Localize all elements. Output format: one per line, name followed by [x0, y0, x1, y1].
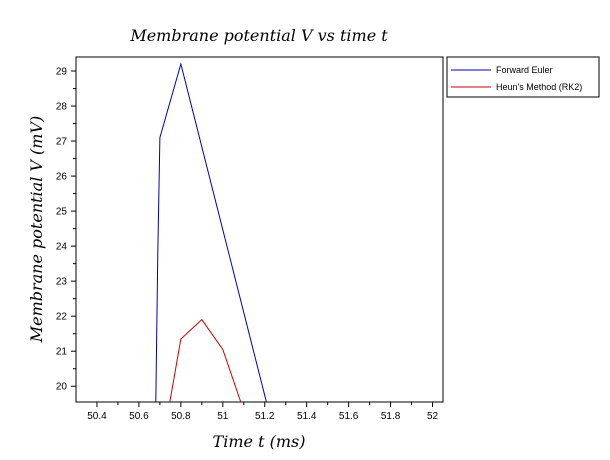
y-tick-label: 28	[56, 102, 68, 113]
x-tick-label: 51.4	[297, 411, 317, 422]
y-tick-label: 20	[56, 382, 68, 393]
y-tick-label: 24	[56, 242, 68, 253]
legend-label-1: Forward Euler	[496, 65, 553, 75]
x-tick-label: 52	[427, 411, 439, 422]
x-tick-label: 51.8	[381, 411, 401, 422]
x-tick-label: 51.2	[255, 411, 275, 422]
x-tick-label: 51.6	[339, 411, 359, 422]
y-tick-label: 23	[56, 277, 68, 288]
y-tick-label: 26	[56, 172, 68, 183]
y-axis: 20 21 22 23 24 25 26 27 28 29	[56, 67, 76, 393]
x-tick-label: 50.6	[129, 411, 149, 422]
chart-title: Membrane potential V vs time t	[129, 26, 388, 45]
y-tick-label: 22	[56, 312, 68, 323]
legend-box	[446, 56, 600, 98]
x-tick-label: 51	[217, 411, 229, 422]
series-line-2	[169, 318, 242, 402]
x-tick-label: 50.8	[171, 411, 191, 422]
series-layer	[155, 62, 267, 402]
y-tick-label: 21	[56, 347, 68, 358]
y-tick-label: 27	[56, 137, 68, 148]
x-axis: 50.4 50.6 50.8 51 51.2 51.4 51.6 51.8 52	[87, 402, 439, 422]
legend: Forward Euler Heun's Method (RK2)	[446, 56, 600, 98]
y-tick-label: 29	[56, 67, 68, 78]
x-tick-label: 50.4	[87, 411, 107, 422]
y-axis-label: Membrane potential V (mV)	[27, 116, 46, 344]
legend-label-2: Heun's Method (RK2)	[496, 82, 582, 92]
y-tick-label: 25	[56, 207, 68, 218]
series-line-1	[155, 62, 267, 402]
x-axis-label: Time t (ms)	[213, 432, 306, 451]
plot-area	[75, 56, 444, 403]
